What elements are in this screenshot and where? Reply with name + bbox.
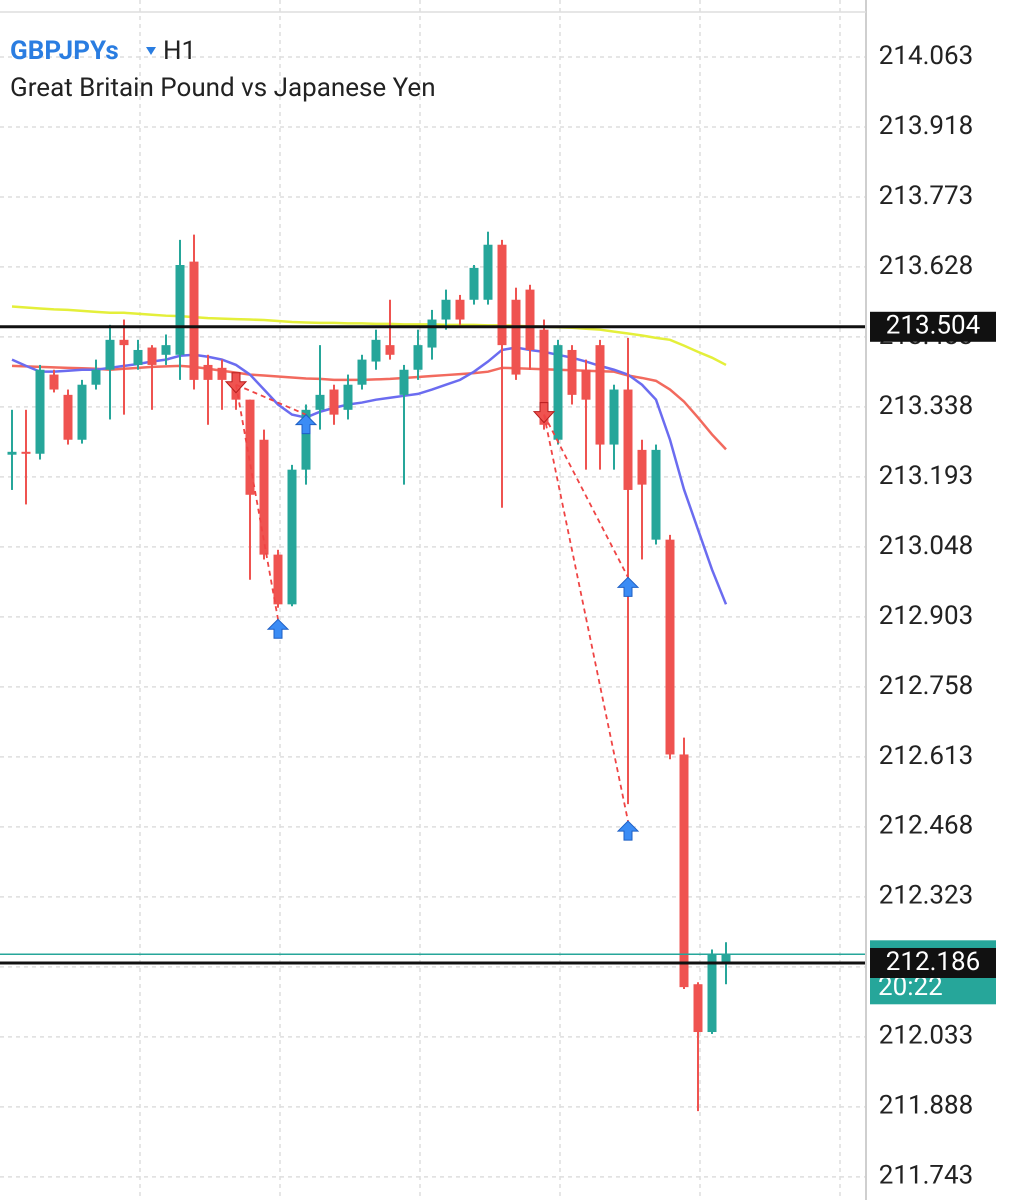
candle-body (427, 319, 437, 348)
candle-body (119, 339, 129, 346)
candle-body (399, 369, 409, 395)
candle-body (609, 389, 619, 445)
moving-average-line (11, 346, 728, 605)
price-axis: 214.063213.918213.773213.628213.483213.3… (870, 41, 996, 1191)
candle-body (287, 469, 297, 605)
candle-body (343, 384, 353, 410)
sell-signal-arrow (224, 372, 248, 394)
candle-body (469, 267, 479, 300)
candle-body (567, 349, 577, 395)
candle-body (63, 394, 73, 440)
candle-body (133, 349, 143, 365)
candle-body (273, 554, 283, 605)
timeframe[interactable]: H1 (163, 36, 196, 66)
candle-body (581, 369, 591, 400)
candle-body (245, 399, 255, 495)
candle-body (665, 539, 675, 755)
price-line-label: 212.186 (886, 947, 981, 977)
candle-body (637, 449, 647, 485)
candle-body (511, 299, 521, 375)
candle-body (161, 345, 171, 355)
buy-signal-arrow (616, 576, 640, 597)
price-line-label-box (870, 311, 996, 342)
buy-signal-arrow (616, 820, 640, 841)
y-tick-label: 211.888 (879, 1091, 974, 1121)
candle-body (189, 261, 199, 380)
candle-body (595, 345, 605, 445)
candle-body (651, 449, 661, 540)
y-tick-label: 213.918 (879, 111, 974, 141)
candle-body (49, 374, 59, 390)
candle-body (147, 347, 157, 365)
y-tick-label: 212.903 (879, 601, 974, 631)
candle-body (301, 409, 311, 470)
candle-body (553, 345, 563, 440)
candle-body (203, 364, 213, 380)
candle-body (455, 299, 465, 320)
buy-signal-arrow (266, 618, 290, 639)
candle-body (91, 369, 101, 385)
candle-body (707, 954, 717, 1033)
candle-body (413, 345, 423, 370)
moving-average-line (11, 305, 727, 367)
candle-body (357, 359, 367, 385)
candle-body (105, 339, 115, 370)
y-tick-label: 212.033 (879, 1021, 974, 1051)
candle-body (315, 394, 325, 410)
candle-body (441, 299, 451, 320)
grid (0, 56, 866, 1178)
vertical-grid (139, 0, 841, 1200)
candle-body (497, 244, 507, 346)
y-tick-label: 212.758 (879, 671, 974, 701)
candle-body (679, 754, 689, 988)
y-tick-label: 213.338 (879, 391, 974, 421)
y-tick-label: 212.613 (879, 741, 974, 771)
y-tick-label: 213.628 (879, 251, 974, 281)
y-tick-label: 213.048 (879, 531, 974, 561)
signal-link (235, 383, 307, 416)
price-line-label-box (870, 947, 996, 978)
signal-link (543, 414, 629, 578)
plot (0, 231, 866, 1112)
y-tick-label: 212.323 (879, 881, 974, 911)
sell-signal-arrow (532, 402, 556, 424)
symbol[interactable]: GBPJPYs (10, 36, 119, 66)
candle-body (77, 384, 87, 440)
candle-body (259, 439, 269, 555)
signal-link (543, 414, 629, 822)
y-tick-label: 212.468 (879, 811, 974, 841)
price-line-label: 213.504 (886, 311, 981, 341)
candle-body (539, 329, 549, 425)
candle-body (329, 389, 339, 415)
candle-body (175, 265, 185, 355)
candle-body (21, 451, 31, 454)
candle-body (385, 345, 395, 355)
y-tick-label: 213.773 (879, 181, 974, 211)
candle-body (7, 451, 17, 455)
candle-body (217, 367, 227, 380)
candle-body (483, 244, 493, 300)
symbol-dropdown-icon[interactable] (146, 47, 156, 55)
candle-body (525, 289, 535, 350)
candle-body (35, 369, 45, 454)
candle-body (693, 984, 703, 1033)
y-tick-label: 211.743 (879, 1161, 974, 1191)
y-tick-label: 213.193 (879, 461, 974, 491)
candle-body (721, 954, 731, 963)
candle-body (623, 389, 633, 490)
y-tick-label: 214.063 (879, 41, 974, 71)
moving-average-line (11, 364, 727, 451)
candle-body (371, 339, 381, 362)
buy-signal-arrow (294, 413, 318, 435)
subtitle: Great Britain Pound vs Japanese Yen (10, 73, 436, 103)
signal-link (235, 384, 279, 620)
